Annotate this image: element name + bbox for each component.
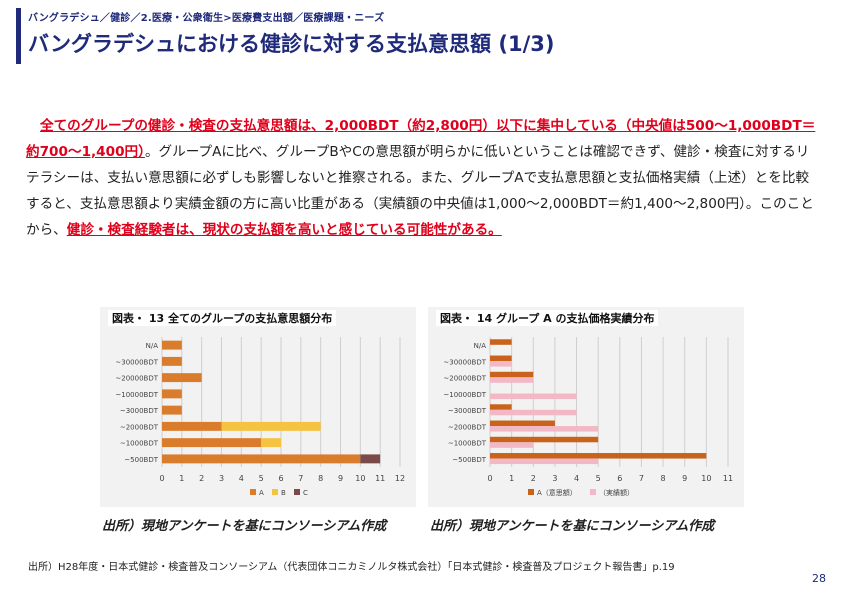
y-category-label: ~1000BDT	[448, 440, 487, 448]
x-tick-label: 10	[355, 474, 365, 483]
x-tick-label: 2	[199, 474, 204, 483]
y-category-label: ~3000BDT	[448, 407, 487, 415]
bar-a	[162, 421, 222, 431]
x-tick-label: 9	[682, 474, 687, 483]
bar-series-1	[490, 426, 599, 432]
bar-series-1	[490, 458, 599, 465]
x-tick-label: 6	[278, 474, 283, 483]
y-category-label: ~500BDT	[124, 456, 158, 464]
y-category-label: N/A	[146, 342, 159, 350]
bar-a	[162, 340, 182, 350]
bar-series-0	[490, 436, 599, 443]
x-tick-label: 1	[509, 474, 514, 483]
legend-swatch	[528, 489, 534, 495]
chart-source-left: 出所）現地アンケートを基にコンソーシアム作成	[102, 519, 387, 534]
legend-swatch	[272, 489, 278, 495]
bar-series-1	[490, 361, 512, 367]
y-category-label: ~500BDT	[452, 456, 486, 464]
chart-title: 図表・ 14 グループ A の支払価格実績分布	[436, 310, 659, 326]
x-tick-label: 3	[552, 474, 557, 483]
y-category-label: ~1000BDT	[120, 440, 159, 448]
bar-series-0	[490, 404, 512, 410]
x-tick-label: 4	[574, 474, 579, 483]
legend-label: A（意思額）	[537, 488, 577, 497]
x-tick-label: 11	[375, 474, 385, 483]
bar-series-1	[490, 409, 577, 416]
x-tick-label: 2	[531, 474, 536, 483]
page-title: バングラデシュにおける健診に対する支払意思額 (1/3)	[28, 32, 555, 56]
bar-series-0	[490, 420, 555, 427]
chart-willingness-to-pay: 0 1 2 3 4 5 6 7 8 9 10 11 12 N/A ~30000BDT ~20000BDT ~10…	[100, 307, 416, 507]
bar-b	[221, 421, 321, 431]
footnote: 出所）H28年度・日本式健診・検査普及コンソーシアム（代表団体コニカミノルタ株式…	[28, 562, 675, 573]
y-category-label: N/A	[474, 342, 487, 350]
y-category-label: ~3000BDT	[120, 407, 159, 415]
y-category-label: ~2000BDT	[448, 423, 487, 431]
chart-source-right: 出所）現地アンケートを基にコンソーシアム作成	[430, 519, 715, 534]
page-number: 28	[812, 572, 826, 585]
x-tick-label: 12	[395, 474, 405, 483]
bar-series-1	[490, 377, 534, 383]
legend-swatch	[590, 489, 596, 495]
bar-a	[162, 454, 361, 464]
x-tick-label: 4	[239, 474, 244, 483]
bar-series-0	[490, 453, 707, 459]
chart-actual-price: 0 1 2 3 4 5 6 7 8 9 10 11 N/A ~30000BDT ~20000BDT ~1000…	[428, 307, 744, 507]
bar-series-0	[490, 339, 512, 345]
y-category-label: ~20000BDT	[443, 375, 486, 383]
bar-a	[162, 438, 262, 448]
y-category-label: ~2000BDT	[120, 423, 159, 431]
chart-willingness-svg: 0 1 2 3 4 5 6 7 8 9 10 11 12N/A~30000BDT~20000BDT~10…	[115, 337, 405, 497]
highlight-text-1: 全てのグループの健診・検査の支払意思額は、2,000BDT（約2,800円）以下…	[26, 118, 816, 160]
x-tick-label: 0	[487, 474, 492, 483]
bar-series-0	[490, 355, 512, 362]
x-tick-label: 9	[338, 474, 343, 483]
breadcrumb: バングラデシュ／健診／2.医療・公衆衛生>医療費支出額／医療課題・ニーズ	[28, 13, 385, 24]
legend-label: （実績額）	[599, 488, 634, 497]
chart-title: 図表・ 13 全てのグループの支払意思額分布	[108, 310, 337, 326]
y-category-label: ~30000BDT	[443, 358, 486, 366]
bar-series-1	[490, 442, 534, 448]
legend-swatch	[294, 489, 300, 495]
x-tick-label: 5	[596, 474, 601, 483]
body-paragraph: 全てのグループの健診・検査の支払意思額は、2,000BDT（約2,800円）以下…	[26, 113, 818, 243]
x-tick-label: 11	[723, 474, 733, 483]
bar-b	[261, 438, 281, 448]
y-category-label: ~30000BDT	[115, 358, 158, 366]
bar-a	[162, 373, 202, 383]
bar-series-1	[490, 393, 577, 400]
y-category-label: ~10000BDT	[443, 391, 486, 399]
x-tick-label: 8	[318, 474, 323, 483]
bar-a	[162, 405, 182, 415]
x-tick-label: 6	[617, 474, 622, 483]
bar-a	[162, 389, 182, 399]
header-accent-bar	[16, 8, 21, 64]
x-tick-label: 5	[259, 474, 264, 483]
x-tick-label: 8	[661, 474, 666, 483]
y-category-label: ~20000BDT	[115, 375, 158, 383]
chart-actual-svg: 0 1 2 3 4 5 6 7 8 9 10 11 N/A ~30000BDT ~20000BDT ~1000…	[443, 337, 733, 497]
x-tick-label: 10	[701, 474, 711, 483]
body-text-1: 。グループAに比べ、グループBやCの意思額が明らかに低いということは確認できず、…	[26, 144, 814, 238]
y-category-label: ~10000BDT	[115, 391, 158, 399]
legend-label: C	[303, 489, 308, 497]
bar-series-0	[490, 371, 534, 378]
legend-label: A	[259, 489, 264, 497]
legend-swatch	[250, 489, 256, 495]
bar-a	[162, 356, 182, 366]
x-tick-label: 7	[639, 474, 644, 483]
x-tick-label: 1	[179, 474, 184, 483]
x-tick-label: 0	[159, 474, 164, 483]
bar-c	[360, 454, 381, 464]
highlight-text-2: 健診・検査経験者は、現状の支払額を高いと感じている可能性がある。	[66, 222, 502, 238]
x-tick-label: 7	[298, 474, 303, 483]
legend-label: B	[281, 489, 286, 497]
x-tick-label: 3	[219, 474, 224, 483]
